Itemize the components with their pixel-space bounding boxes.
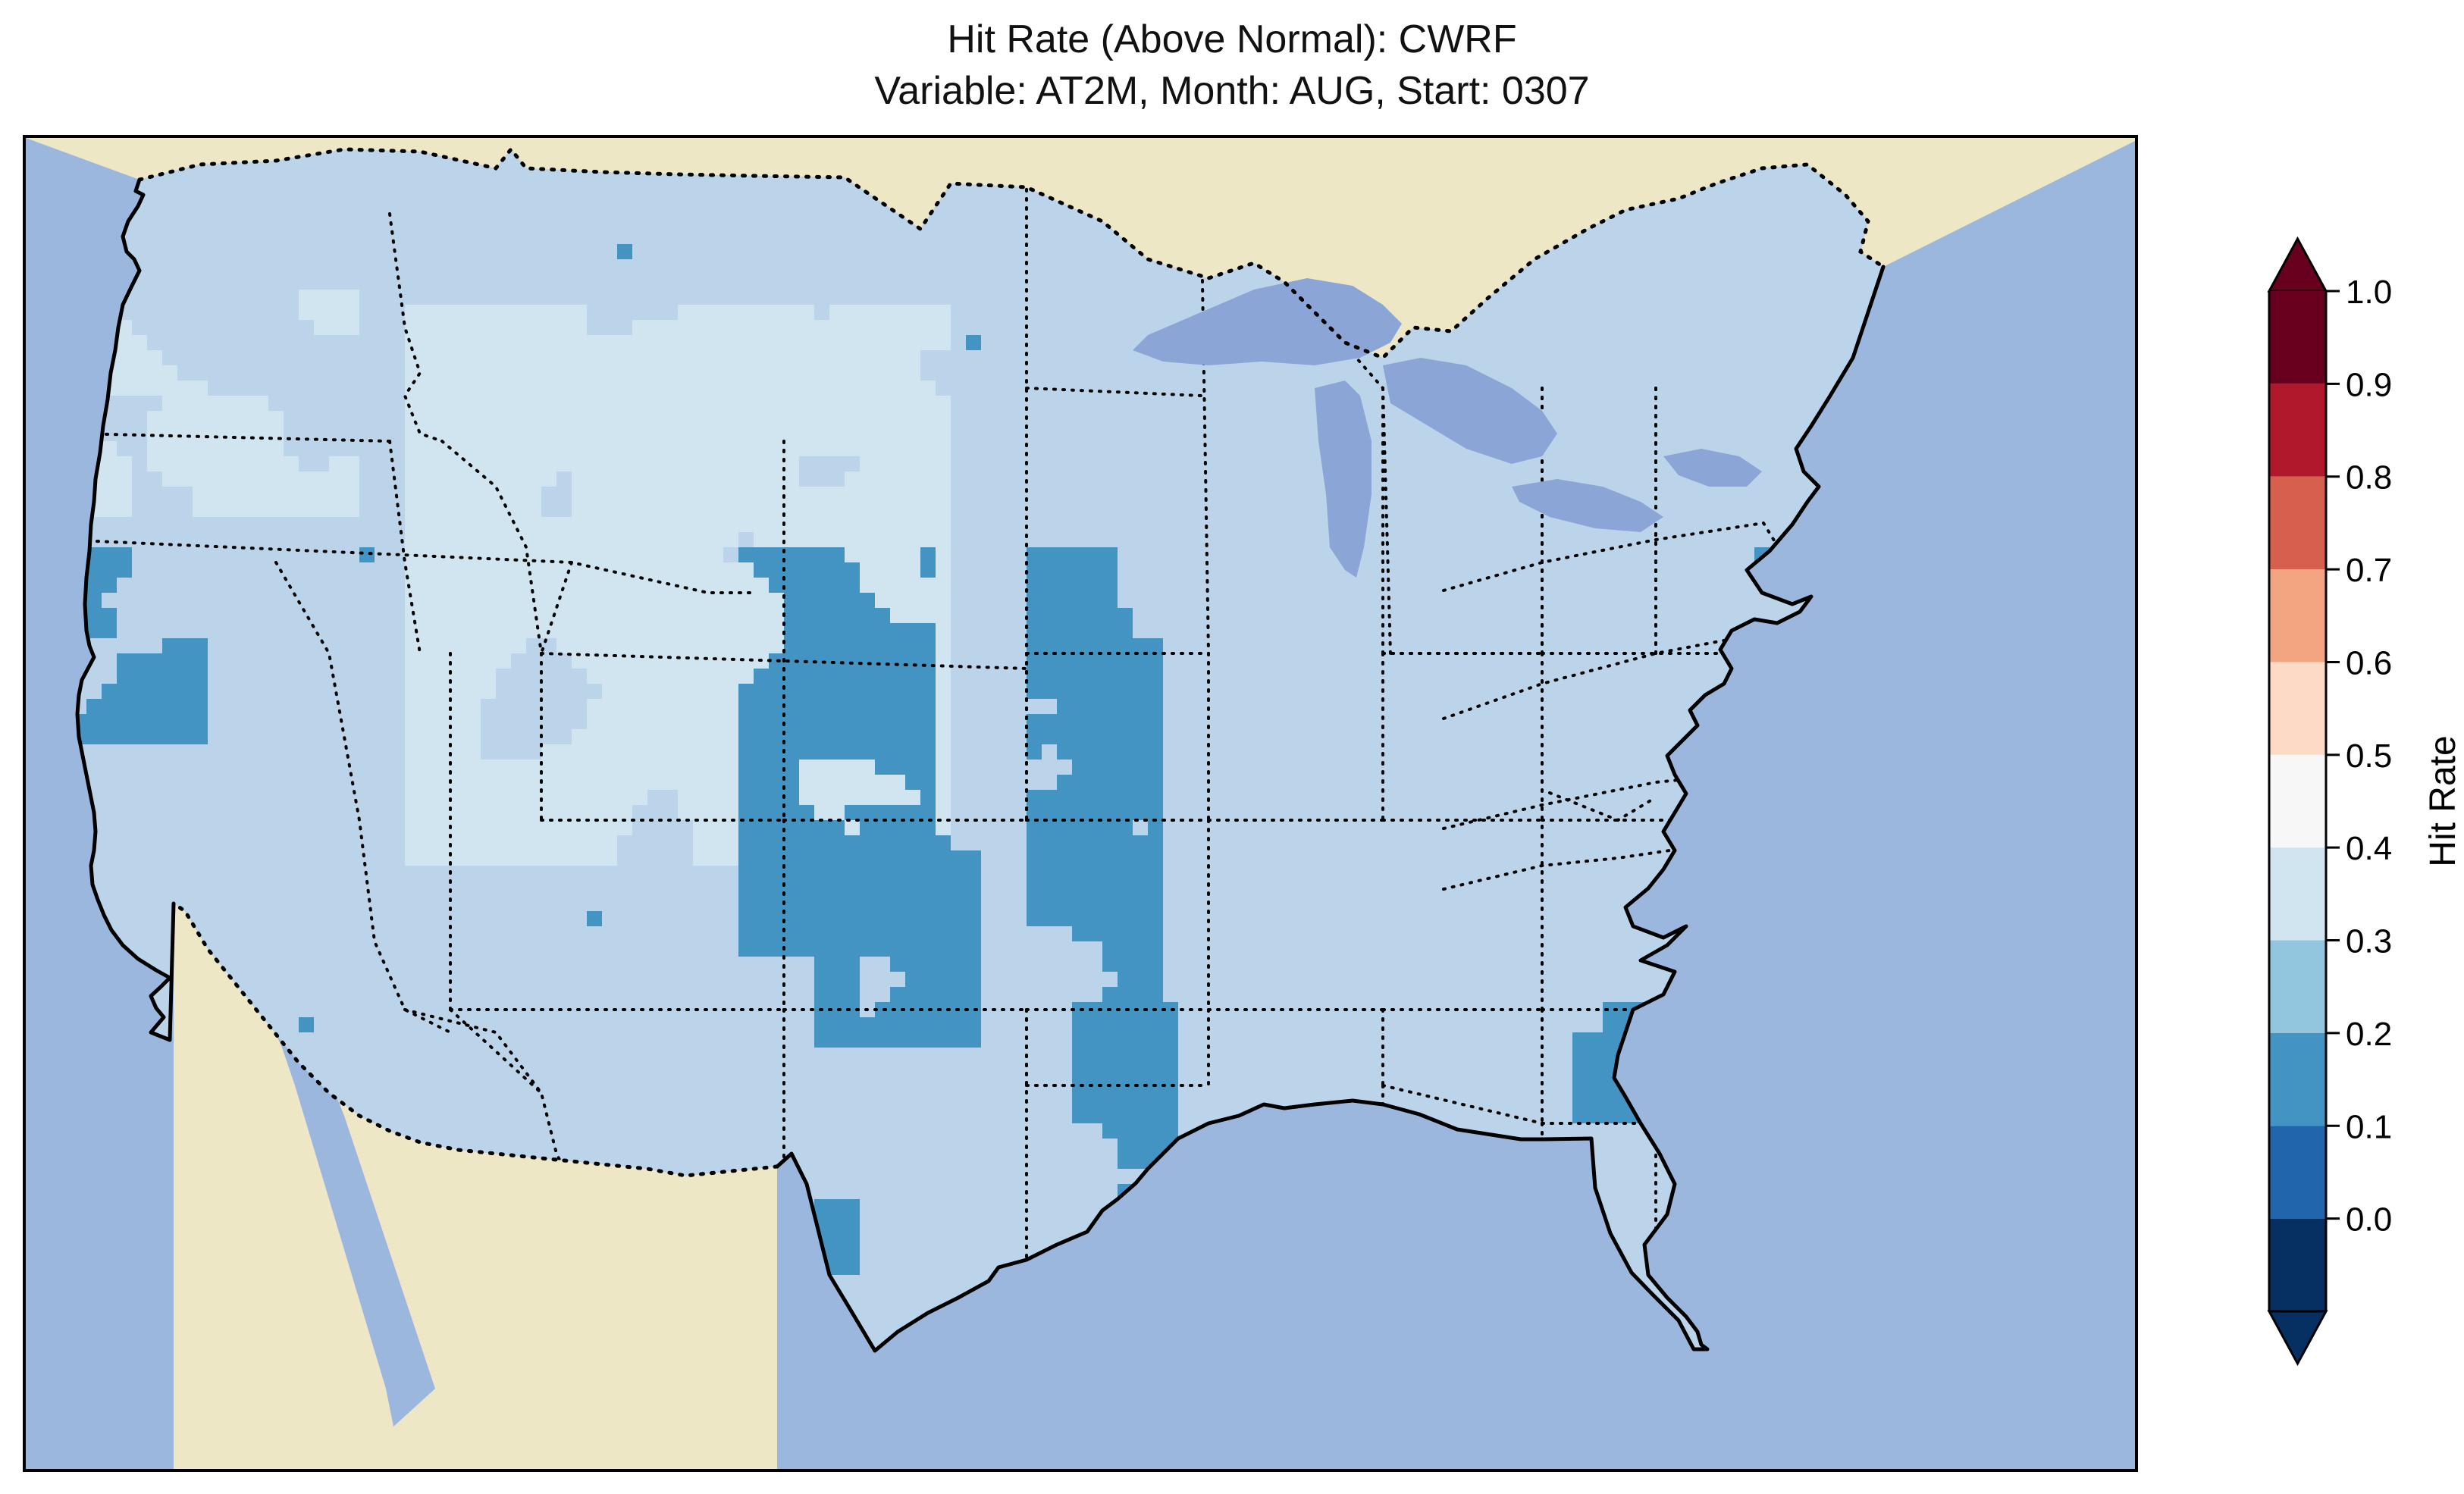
svg-text:0.7: 0.7: [2346, 552, 2392, 589]
svg-text:0.5: 0.5: [2346, 738, 2392, 775]
svg-text:0.3: 0.3: [2346, 923, 2392, 960]
svg-text:0.1: 0.1: [2346, 1108, 2392, 1145]
svg-text:Hit Rate: Hit Rate: [2423, 735, 2463, 866]
svg-text:1.0: 1.0: [2346, 274, 2392, 311]
svg-text:0.2: 0.2: [2346, 1016, 2392, 1053]
svg-text:0.9: 0.9: [2346, 366, 2392, 403]
svg-text:0.8: 0.8: [2346, 459, 2392, 496]
svg-text:0.4: 0.4: [2346, 830, 2392, 867]
svg-text:0.0: 0.0: [2346, 1201, 2392, 1239]
svg-text:0.6: 0.6: [2346, 644, 2392, 681]
